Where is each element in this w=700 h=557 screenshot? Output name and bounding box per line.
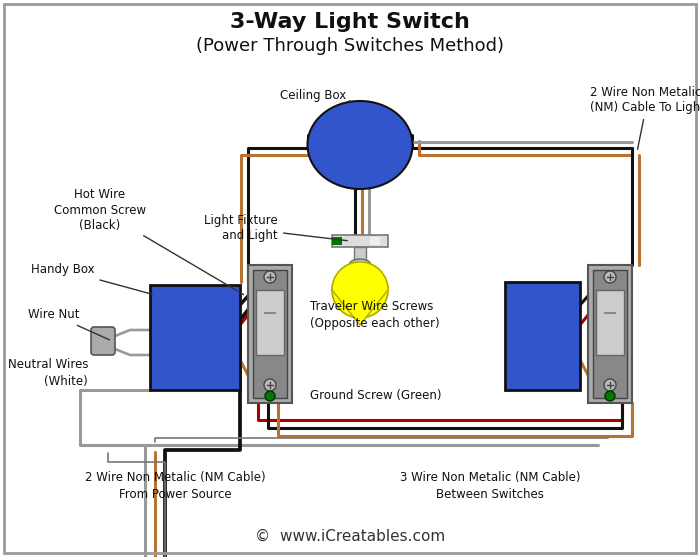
Text: 3-Way Light Switch: 3-Way Light Switch bbox=[230, 12, 470, 32]
Polygon shape bbox=[332, 262, 388, 325]
Bar bbox=[256, 290, 284, 355]
Circle shape bbox=[265, 391, 275, 401]
Text: Ground Screw (Green): Ground Screw (Green) bbox=[310, 388, 442, 402]
Text: 3 Wire Non Metalic (NM Cable)
Between Switches: 3 Wire Non Metalic (NM Cable) Between Sw… bbox=[400, 471, 580, 501]
Circle shape bbox=[332, 262, 388, 318]
Bar bbox=[332, 235, 388, 247]
Bar bbox=[150, 285, 240, 390]
Text: 2 Wire Non Metalic
(NM) Cable To Light: 2 Wire Non Metalic (NM) Cable To Light bbox=[590, 86, 700, 149]
Bar bbox=[588, 265, 632, 403]
Text: 2 Wire Non Metalic (NM Cable)
From Power Source: 2 Wire Non Metalic (NM Cable) From Power… bbox=[85, 471, 265, 501]
Text: Light Fixture
and Light: Light Fixture and Light bbox=[204, 214, 347, 242]
Ellipse shape bbox=[349, 259, 371, 271]
Bar bbox=[505, 282, 580, 390]
Bar bbox=[596, 290, 624, 355]
FancyBboxPatch shape bbox=[91, 327, 115, 355]
Bar bbox=[593, 270, 627, 398]
Circle shape bbox=[264, 271, 276, 283]
Text: (Power Through Switches Method): (Power Through Switches Method) bbox=[196, 37, 504, 55]
Bar bbox=[354, 247, 366, 261]
Text: Handy Box: Handy Box bbox=[32, 263, 153, 294]
Circle shape bbox=[604, 271, 616, 283]
Text: Traveler Wire Screws
(Opposite each other): Traveler Wire Screws (Opposite each othe… bbox=[310, 300, 440, 330]
Ellipse shape bbox=[307, 101, 412, 189]
Text: Wire Nut: Wire Nut bbox=[29, 309, 109, 340]
Bar bbox=[248, 265, 292, 403]
Circle shape bbox=[264, 379, 276, 391]
Text: ©  www.iCreatables.com: © www.iCreatables.com bbox=[255, 529, 445, 544]
Text: Neutral Wires
(White): Neutral Wires (White) bbox=[8, 358, 88, 388]
Text: Ceiling Box: Ceiling Box bbox=[280, 89, 350, 101]
Circle shape bbox=[605, 391, 615, 401]
Circle shape bbox=[604, 379, 616, 391]
Text: Hot Wire
Common Screw
(Black): Hot Wire Common Screw (Black) bbox=[54, 188, 244, 295]
Bar bbox=[253, 270, 287, 398]
Bar bbox=[332, 237, 342, 245]
Bar bbox=[370, 237, 380, 245]
